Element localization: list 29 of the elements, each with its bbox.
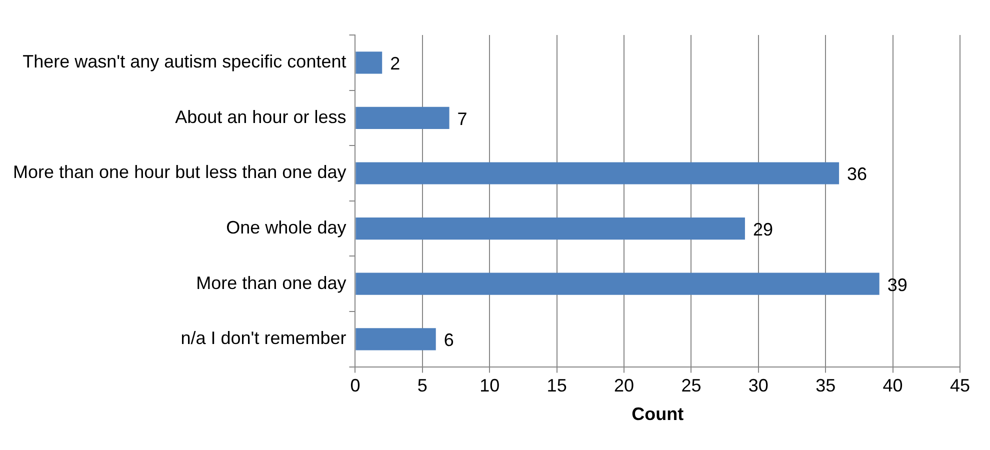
y-tick-label: One whole day [226,218,346,238]
x-tick-label: 45 [950,376,970,396]
data-label: 39 [887,274,908,295]
x-axis-title: Count [632,404,684,424]
bar [356,328,436,350]
data-label: 29 [752,220,773,240]
data-label: 7 [457,108,468,129]
x-tick-label: 35 [816,376,836,396]
y-tick-label: There wasn't any autism specific content [22,52,346,72]
x-tick-label: 40 [882,376,903,396]
x-tick-label: 15 [546,376,567,396]
y-tick-label: More than one hour but less than one day [12,162,346,182]
data-label: 2 [390,54,400,74]
x-tick-label: 20 [614,376,634,396]
y-tick-label: About an hour or less [175,106,346,127]
x-tick-label: 30 [748,376,768,396]
bar [356,162,840,184]
data-label: 6 [444,330,454,350]
bar [356,272,880,295]
data-label: 36 [847,164,868,184]
bar [356,106,450,130]
bar [356,217,745,240]
x-tick-label: 25 [681,376,702,396]
x-tick-label: 5 [417,376,428,396]
bar [356,52,382,74]
y-tick-label: More than one day [196,272,346,293]
x-tick-label: 10 [480,376,500,396]
y-tick-label: n/a I don't remember [180,328,346,348]
x-tick-label: 0 [350,376,360,396]
